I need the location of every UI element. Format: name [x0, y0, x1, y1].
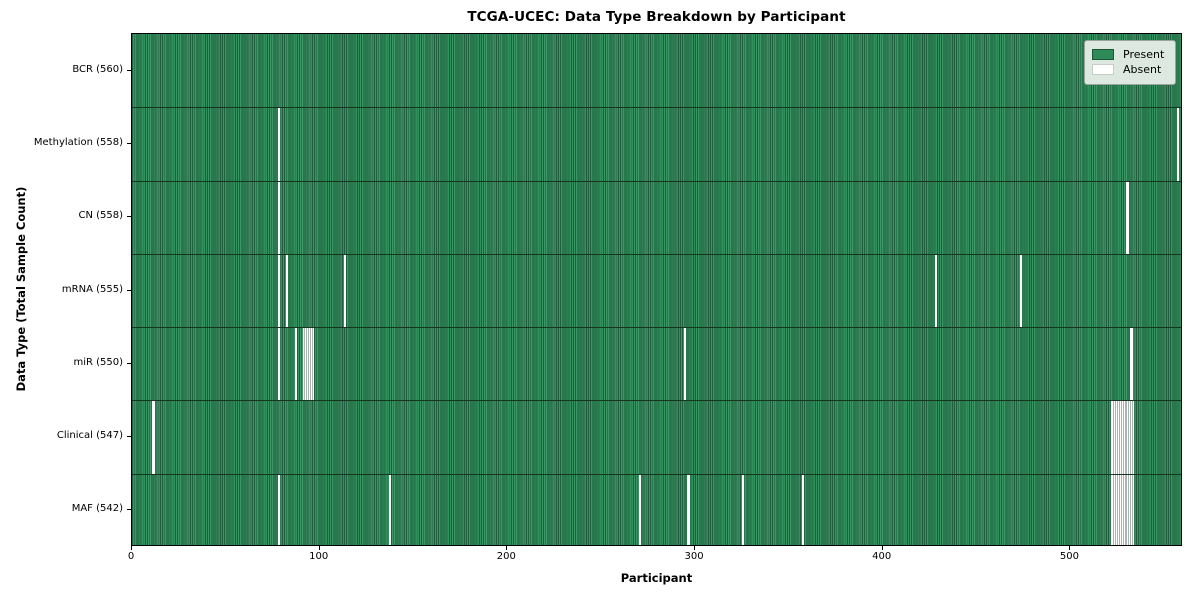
- x-tick-mark: [131, 546, 132, 550]
- absent-cell: [1132, 474, 1135, 545]
- absent-cell: [1118, 401, 1122, 474]
- absent-cell: [638, 474, 641, 545]
- heatmap-row-methylation: [132, 107, 1181, 181]
- absent-cell: [1117, 474, 1120, 545]
- y-tick-mark: [127, 436, 131, 437]
- absent-cell: [1113, 474, 1116, 545]
- absent-cell: [1120, 401, 1124, 474]
- absent-cell: [304, 328, 307, 401]
- absent-cell: [741, 474, 745, 545]
- absent-cell: [295, 328, 298, 401]
- absent-cell: [1124, 474, 1127, 545]
- x-tick-label: 400: [872, 551, 892, 562]
- absent-cell: [1120, 474, 1124, 545]
- absent-cell: [1130, 328, 1133, 401]
- absent-cell: [687, 474, 690, 545]
- absent-cell: [1128, 401, 1131, 474]
- absent-cell: [1132, 401, 1135, 474]
- absent-cell: [935, 254, 938, 328]
- y-tick-mark: [127, 216, 131, 217]
- absent-cell: [388, 474, 392, 545]
- absent-cell: [1122, 474, 1125, 545]
- x-tick-label: 200: [496, 551, 516, 562]
- x-axis-title: Participant: [620, 571, 693, 585]
- x-tick-label: 300: [684, 551, 704, 562]
- chart-title: TCGA-UCEC: Data Type Breakdown by Partic…: [467, 9, 846, 25]
- heatmap-row-mir: [132, 327, 1181, 401]
- absent-cell: [1117, 401, 1120, 474]
- heatmap-row-bcr: [132, 34, 1181, 108]
- y-tick-label: MAF (542): [71, 503, 123, 515]
- y-tick-label: BCR (560): [72, 63, 123, 75]
- legend-label: Present: [1123, 48, 1165, 61]
- absent-cell: [1122, 401, 1125, 474]
- legend-entry-present: Present: [1092, 48, 1168, 61]
- absent-cell: [285, 254, 288, 328]
- absent-cell: [1113, 401, 1116, 474]
- absent-cell: [1130, 474, 1133, 545]
- present-swatch-icon: [1092, 49, 1114, 60]
- absent-cell: [1126, 181, 1129, 254]
- y-tick-mark: [127, 509, 131, 510]
- heatmap-row-clinical: [132, 400, 1181, 474]
- absent-cell: [278, 328, 281, 401]
- y-tick-label: Clinical (547): [56, 430, 123, 442]
- absent-cell: [152, 401, 155, 474]
- absent-cell: [1126, 401, 1129, 474]
- absent-cell: [1111, 474, 1114, 545]
- absent-cell: [306, 328, 309, 401]
- absent-cell: [1111, 401, 1114, 474]
- absent-cell: [310, 328, 313, 401]
- heatmap-row-mrna: [132, 253, 1181, 328]
- x-tick-mark: [881, 546, 883, 550]
- absent-cell: [343, 254, 347, 328]
- absent-cell: [278, 254, 281, 328]
- legend-label: Absent: [1123, 63, 1162, 76]
- absent-cell: [1115, 474, 1118, 545]
- absent-cell: [308, 328, 311, 401]
- absent-cell: [801, 474, 805, 545]
- y-tick-mark: [127, 290, 131, 291]
- absent-cell: [1130, 401, 1133, 474]
- y-tick-mark: [127, 70, 131, 71]
- y-tick-mark: [127, 143, 131, 144]
- y-tick-label: miR (550): [73, 356, 123, 368]
- legend-entry-absent: Absent: [1092, 63, 1168, 76]
- absent-cell: [311, 328, 315, 401]
- x-tick-mark: [694, 546, 696, 550]
- legend: Present Absent: [1084, 40, 1176, 85]
- heatmap-row-cn: [132, 180, 1181, 254]
- absent-cell: [1115, 401, 1118, 474]
- heatmap-row-maf: [132, 473, 1181, 545]
- x-tick-mark: [318, 546, 320, 550]
- absent-cell: [302, 328, 305, 401]
- plot-area: [131, 33, 1182, 546]
- y-tick-label: mRNA (555): [61, 283, 123, 295]
- absent-cell: [683, 328, 686, 401]
- absent-cell: [1126, 474, 1129, 545]
- absent-cell: [1177, 108, 1180, 181]
- absent-swatch-icon: [1092, 64, 1114, 75]
- x-tick-label: 100: [309, 551, 329, 562]
- x-tick-label: 0: [127, 551, 135, 562]
- x-tick-mark: [506, 546, 508, 550]
- absent-cell: [278, 181, 281, 254]
- y-tick-label: CN (558): [78, 210, 123, 222]
- x-tick-label: 500: [1059, 551, 1079, 562]
- absent-cell: [278, 108, 281, 181]
- x-tick-mark: [1069, 546, 1071, 550]
- absent-cell: [278, 474, 281, 545]
- y-tick-mark: [127, 363, 131, 364]
- absent-cell: [1019, 254, 1022, 328]
- absent-cell: [1118, 474, 1122, 545]
- absent-cell: [1124, 401, 1127, 474]
- absent-cell: [1128, 474, 1131, 545]
- y-tick-label: Methylation (558): [33, 136, 123, 148]
